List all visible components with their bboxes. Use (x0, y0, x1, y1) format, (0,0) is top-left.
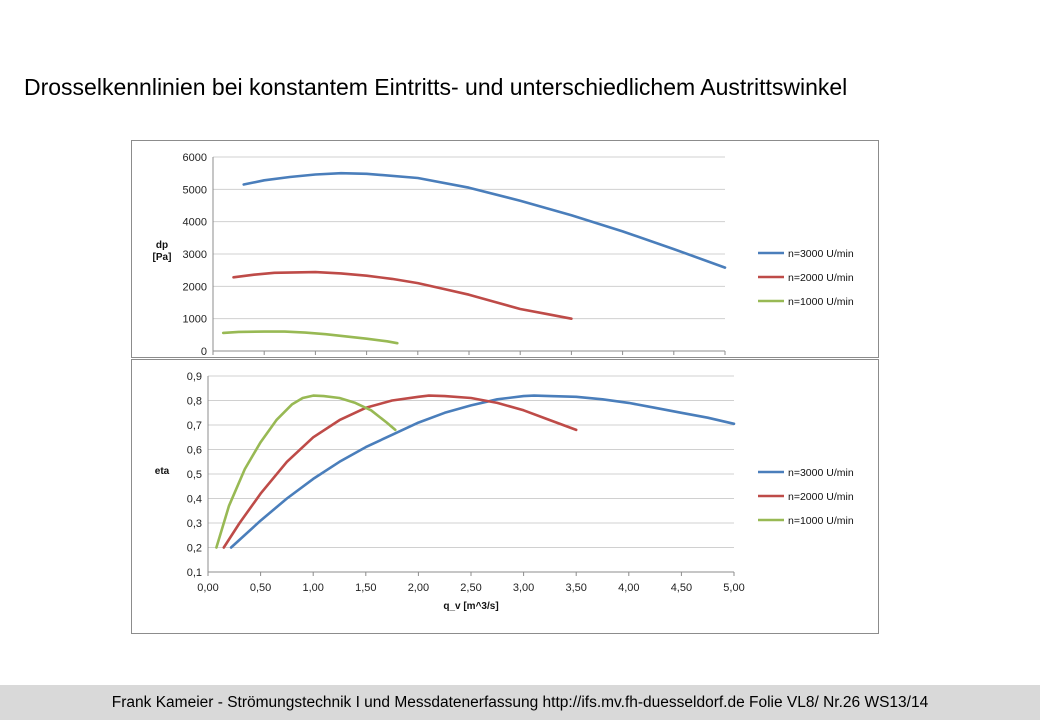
chart2-xtick-label: 3,50 (565, 582, 586, 594)
chart2-xtick-label: 5,00 (723, 582, 744, 594)
chart2-legend-label: n=2000 U/min (788, 491, 854, 503)
chart-pressure: 0 1000 2000 3000 4000 5000 6000 dp [Pa] n=3000 U/… (131, 140, 879, 358)
chart1-ylabel: dp (156, 240, 168, 251)
chart2-xtick-label: 0,00 (197, 582, 218, 594)
chart2-ytick-label: 0,3 (187, 518, 202, 530)
chart2-series-n-1000-u-min (215, 394, 397, 549)
slide-title: Drosselkennlinien bei konstantem Eintrit… (24, 74, 848, 100)
chart1-ytick-label: 1000 (183, 314, 207, 326)
chart1-series-n-1000-u-min (221, 330, 399, 345)
chart1-ytick-label: 3000 (183, 249, 207, 261)
chart1-ytick-label: 4000 (183, 217, 207, 229)
chart1-ytick-label: 6000 (183, 152, 207, 164)
chart2-ytick-label: 0,4 (187, 494, 202, 506)
chart2-ytick-label: 0,5 (187, 469, 202, 481)
chart2-ytick-label: 0,9 (187, 371, 202, 383)
chart1-ytick-label: 2000 (183, 281, 207, 293)
chart2-legend-label: n=1000 U/min (788, 515, 854, 527)
chart2-xtick-label: 1,00 (302, 582, 323, 594)
chart2-xtick-label: 4,50 (671, 582, 692, 594)
chart2-xtick-label: 0,50 (250, 582, 271, 594)
footer: Frank Kameier - Strömungstechnik I und M… (0, 685, 1040, 720)
chart2-ytick-label: 0,6 (187, 445, 202, 457)
chart1-ytick-label: 0 (201, 346, 207, 358)
chart2-ytick-label: 0,2 (187, 543, 202, 555)
chart-efficiency: 0,1 0,2 0,3 0,4 0,5 0,6 0,7 0,8 0,9 0,00 0,50 1,00 1… (131, 359, 879, 634)
chart2-ytick-label: 0,8 (187, 396, 202, 408)
chart1-series-n-2000-u-min (232, 270, 573, 320)
chart2-xtick-label: 2,50 (460, 582, 481, 594)
chart2-legend-label: n=3000 U/min (788, 467, 854, 479)
chart1-legend-label: n=3000 U/min (788, 248, 854, 260)
chart1-legend-label: n=1000 U/min (788, 296, 854, 308)
pressure-chart-svg: 0 1000 2000 3000 4000 5000 6000 dp[Pa] n=3000 U/… (153, 152, 854, 358)
chart2-series-n-3000-u-min (229, 394, 736, 549)
chart2-xtick-label: 2,00 (408, 582, 429, 594)
chart2-xtick-label: 3,00 (513, 582, 534, 594)
chart2-xtick-label: 4,00 (618, 582, 639, 594)
chart2-ylabel: eta (155, 466, 170, 477)
chart2-series-n-2000-u-min (222, 394, 578, 549)
chart2-xtick-label: 1,50 (355, 582, 376, 594)
chart2-ytick-label: 0,1 (187, 567, 202, 579)
chart2-xlabel: q_v [m^3/s] (443, 601, 498, 612)
chart1-series-n-3000-u-min (242, 171, 727, 269)
chart1-legend-label: n=2000 U/min (788, 272, 854, 284)
chart1-ylabel: [Pa] (153, 252, 172, 263)
efficiency-chart-svg: 0,1 0,2 0,3 0,4 0,5 0,6 0,7 0,8 0,9 0,00 0,50 1,00 1… (155, 371, 854, 612)
chart2-ytick-label: 0,7 (187, 420, 202, 432)
chart1-ytick-label: 5000 (183, 184, 207, 196)
